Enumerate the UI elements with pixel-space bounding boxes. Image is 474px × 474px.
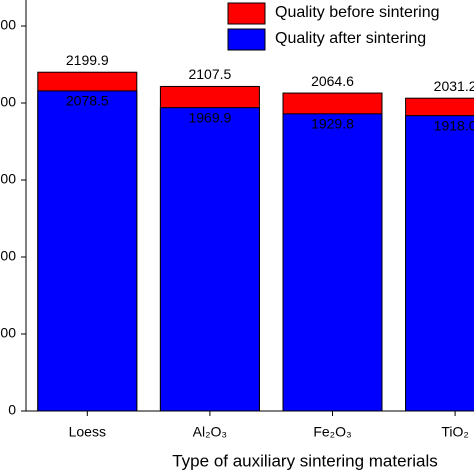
bar	[159, 107, 260, 412]
legend-swatch	[227, 28, 266, 51]
y-tick-label: 1500	[0, 171, 16, 187]
y-tick-label: 1000	[0, 248, 16, 264]
legend-label: Quality after sintering	[275, 30, 426, 47]
value-label: 1918.0	[434, 117, 474, 133]
y-tick-label: 500	[0, 325, 16, 341]
y-tick-label: 2500	[0, 17, 16, 33]
value-label: 2107.5	[188, 66, 231, 82]
legend-label: Quality before sintering	[275, 4, 440, 21]
legend-swatch	[227, 2, 266, 25]
value-label: 1929.8	[311, 116, 354, 132]
x-tick-label: Loess	[69, 424, 106, 440]
x-tick-label: Fe₂O₃	[313, 424, 351, 440]
bar	[405, 115, 474, 412]
value-label: 1969.9	[188, 109, 231, 125]
value-label: 2031.2	[434, 78, 474, 94]
y-tick-label: 0	[8, 402, 16, 418]
value-label: 2199.9	[66, 52, 109, 68]
value-label: 2078.5	[66, 93, 109, 109]
x-tick-label: Al₂O₃	[193, 424, 227, 440]
value-label: 2064.6	[311, 73, 354, 89]
y-tick-label: 2000	[0, 94, 16, 110]
x-tick-label: TiO₂	[441, 424, 468, 440]
bar	[37, 90, 138, 412]
x-axis-title: Type of auxiliary sintering materials	[172, 451, 438, 470]
bar	[282, 113, 383, 412]
